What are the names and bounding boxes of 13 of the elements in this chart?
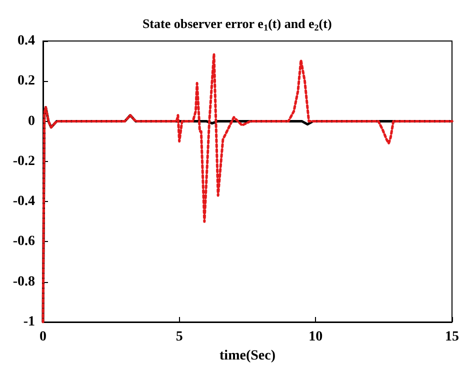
- x-tick-label: 0: [40, 330, 46, 344]
- x-tick-label: 10: [308, 330, 323, 344]
- y-tick-label: 0.2: [18, 74, 35, 89]
- y-tick-label: -0.8: [12, 274, 35, 290]
- y-tick-label: 0.4: [18, 34, 35, 48]
- x-tick-label: 5: [176, 330, 183, 344]
- x-tick-label: 15: [445, 330, 459, 344]
- y-tick-label: -0.4: [12, 194, 35, 210]
- y-tick-label: -0.6: [12, 234, 35, 250]
- y-tick-label: -1: [23, 314, 35, 330]
- x-axis-title: time(Sec): [220, 348, 276, 364]
- y-tick-label: -0.2: [12, 154, 35, 169]
- y-tick-label: 0: [28, 114, 35, 129]
